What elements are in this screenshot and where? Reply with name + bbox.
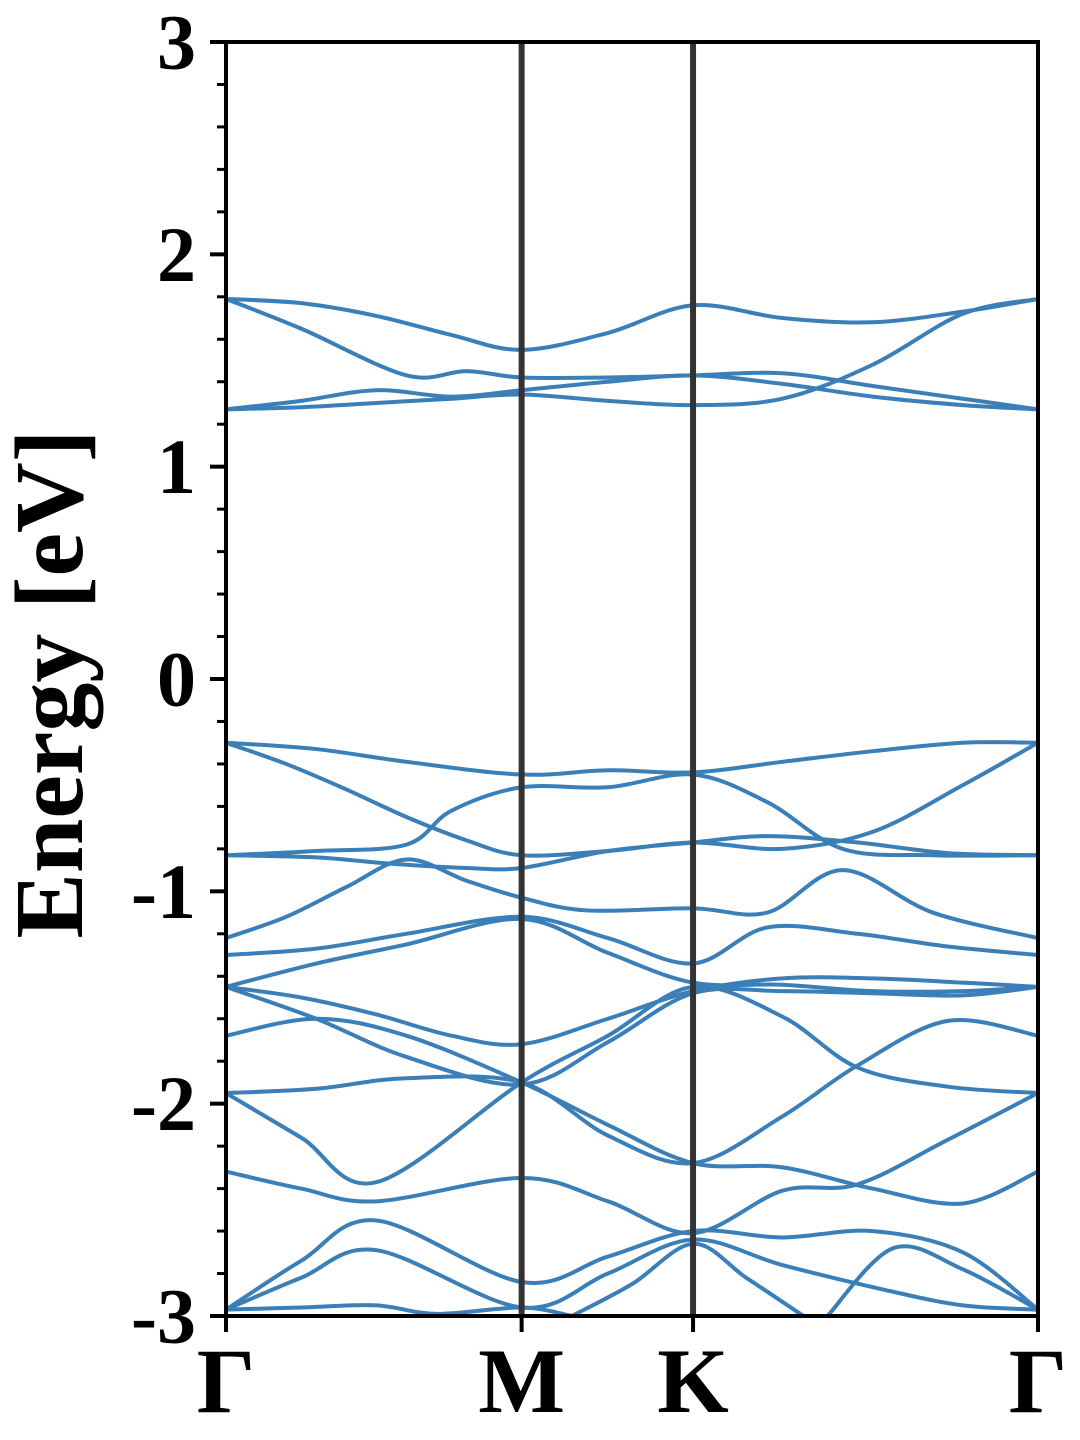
band-line-16: [226, 1091, 1038, 1236]
band-line-9: [226, 914, 1038, 966]
band-line-14: [226, 1018, 1038, 1166]
band-line-20: [569, 1241, 806, 1316]
x-tick-label: Γ: [197, 1330, 256, 1432]
band-line-5: [226, 740, 1038, 858]
y-tick-label: -1: [131, 848, 196, 935]
bands-layer: [226, 296, 1038, 1316]
band-line-10: [226, 916, 1038, 994]
band-line-2: [226, 373, 1038, 412]
y-axis-title: Energy [eV]: [0, 430, 104, 939]
band-line-4: [226, 740, 1038, 777]
high-symmetry-dividers: [518, 42, 697, 1316]
band-line-18: [226, 1237, 1038, 1312]
band-line-11: [226, 975, 1038, 1047]
band-line-21: [825, 1244, 1038, 1316]
band-line-0: [226, 296, 1038, 352]
band-line-12: [226, 984, 1038, 1087]
band-line-7: [226, 834, 1038, 872]
band-line-8: [226, 857, 1038, 941]
y-tick-label: -3: [131, 1273, 196, 1360]
band-line-13: [226, 1016, 1038, 1206]
band-line-3: [226, 296, 1038, 412]
y-tick-label: 0: [157, 636, 196, 723]
plot-frame: [224, 40, 1040, 1318]
band-line-6: [226, 772, 1038, 858]
y-axis-ticks: 3 2 1 0 -1 -2 -3: [131, 0, 226, 1360]
band-line-1: [226, 296, 1038, 412]
x-tick-label: K: [657, 1330, 729, 1432]
x-tick-label: Γ: [1009, 1330, 1068, 1432]
y-tick-label: 1: [157, 423, 196, 510]
band-line-15: [226, 984, 1038, 1186]
y-tick-label: 2: [157, 211, 196, 298]
y-tick-label: -2: [131, 1060, 196, 1147]
y-tick-label: 3: [157, 0, 196, 86]
band-line-17: [226, 1218, 1038, 1312]
x-tick-label: M: [478, 1330, 565, 1432]
